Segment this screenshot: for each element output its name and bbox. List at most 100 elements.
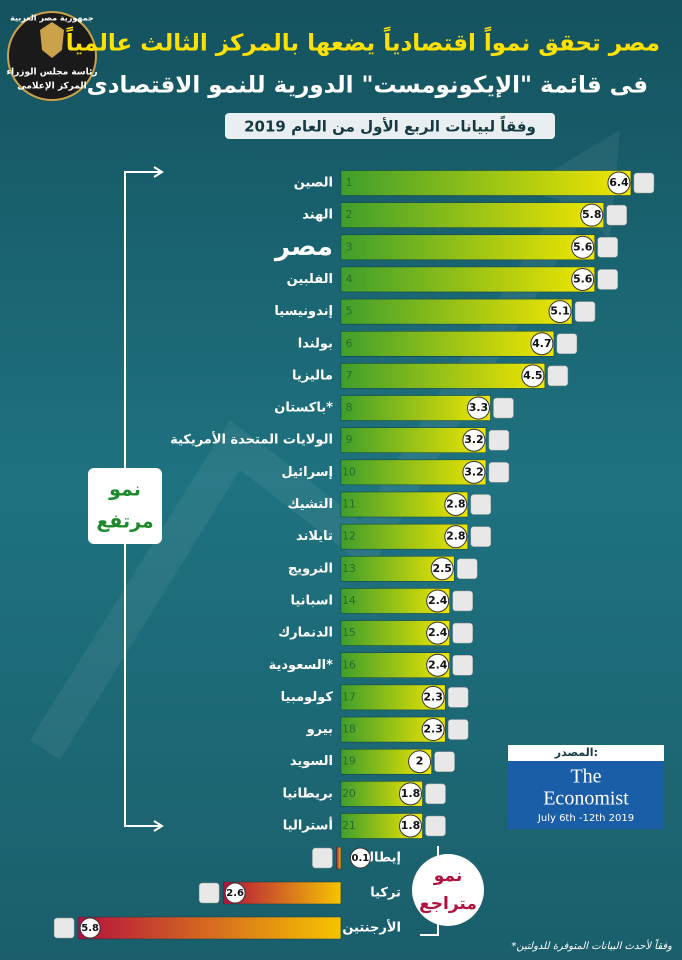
value-badge	[571, 267, 595, 291]
source-label: المصدر:	[554, 746, 598, 759]
category-label: تركيا	[370, 886, 401, 901]
category-label: التشيك	[288, 497, 333, 512]
bar	[340, 202, 604, 228]
value-label: 2.8	[446, 530, 466, 543]
value-badge	[426, 589, 450, 613]
value-label: 2.4	[428, 626, 448, 639]
annotation: نمو	[108, 479, 141, 501]
chart-subtitle: فى قائمة "الإيكونومست" الدورية للنمو الا…	[87, 73, 648, 99]
rank-label: 5	[345, 305, 352, 318]
value-badge	[444, 493, 468, 516]
rank-label: 13	[342, 562, 356, 575]
value-badge	[530, 332, 554, 356]
bar	[340, 234, 595, 261]
category-label: الولايات المتحدة الأمريكية	[170, 431, 333, 448]
note-box	[225, 113, 555, 139]
value-badge	[548, 300, 572, 324]
rank-label: 14	[342, 594, 356, 607]
flag	[488, 462, 510, 483]
value-label: 0.1	[352, 853, 370, 864]
rank-label: 20	[342, 787, 356, 800]
flag	[425, 783, 446, 805]
flag	[452, 655, 473, 676]
rank-label: 12	[342, 530, 356, 543]
value-label: 6.4	[609, 176, 629, 189]
value-badge	[462, 460, 486, 484]
flag	[547, 365, 569, 387]
flag	[597, 237, 618, 258]
rank-label: 1	[345, 176, 352, 189]
value-badge	[462, 428, 486, 452]
rank-label: 11	[342, 498, 356, 511]
logo-text: جمهورية مصر العربية	[10, 14, 94, 23]
logo-text: رئاسة مجلس الوزراء	[6, 68, 97, 78]
flag	[597, 269, 618, 290]
category-label: النرويج	[288, 561, 333, 576]
category-label: اسبانيا	[290, 593, 333, 608]
value-label: 4.5	[523, 369, 543, 382]
flag	[198, 882, 220, 904]
flag	[434, 751, 455, 772]
flag	[53, 917, 75, 939]
rank-label: 4	[345, 272, 352, 285]
value-label: 3.2	[464, 433, 484, 446]
flag	[312, 847, 333, 869]
value-label: 2.4	[428, 594, 448, 607]
value-label: 2	[416, 755, 424, 768]
flag	[488, 429, 510, 451]
value-badge	[421, 685, 445, 709]
rank-label: 3	[345, 240, 352, 253]
flag	[470, 526, 492, 547]
rank-label: 6	[345, 337, 352, 350]
flag	[633, 172, 655, 194]
source-name: Economist	[543, 788, 629, 810]
value-badge	[79, 917, 101, 939]
rank-label: 15	[342, 626, 356, 639]
flag	[556, 333, 578, 354]
value-badge	[399, 814, 422, 838]
category-label: أستراليا	[283, 817, 333, 834]
value-label: 1.8	[401, 819, 421, 832]
source-name: The	[570, 766, 601, 788]
flag	[452, 622, 473, 644]
annotation: نمو	[433, 866, 462, 886]
category-label: إسرائيل	[281, 465, 333, 480]
chart-note: وفقاً لبيانات الربع الأول من العام 2019	[244, 115, 536, 135]
annotation-box	[88, 468, 162, 544]
bar	[340, 331, 555, 357]
logo-text: المركز الإعلامى	[17, 82, 87, 92]
rank-label: 8	[345, 401, 352, 414]
flag	[493, 397, 514, 419]
value-badge	[580, 203, 604, 227]
category-label: باكستان*	[274, 401, 333, 416]
category-label: كولومبيا	[281, 690, 334, 705]
flag	[425, 815, 446, 837]
bar	[222, 881, 342, 905]
annotation-box	[412, 854, 484, 926]
value-label: 5.6	[573, 240, 593, 253]
rank-label: 21	[342, 819, 356, 832]
value-badge	[399, 782, 422, 806]
category-label: الصين	[294, 176, 333, 191]
value-label: 2.5	[432, 562, 452, 575]
category-label: السويد	[290, 754, 333, 769]
category-label: بيرو	[306, 722, 333, 737]
value-label: 4.7	[532, 337, 552, 350]
rank-label: 18	[342, 723, 356, 736]
flag	[452, 590, 473, 612]
bar	[340, 523, 469, 550]
value-badge	[421, 718, 445, 742]
flag	[456, 558, 478, 580]
flag	[447, 719, 469, 740]
bar	[340, 459, 487, 486]
source-box: المصدر: The Economist July 6th -12th 201…	[508, 745, 664, 829]
value-badge	[607, 171, 631, 195]
footnote: *وفقاً لأحدث البيانات المتوفرة للدولتين	[511, 938, 672, 952]
value-badge	[430, 557, 454, 581]
value-badge	[224, 882, 246, 904]
category-label: الهند	[302, 208, 333, 223]
value-badge	[426, 653, 450, 677]
category-label: ماليزيا	[292, 368, 333, 383]
